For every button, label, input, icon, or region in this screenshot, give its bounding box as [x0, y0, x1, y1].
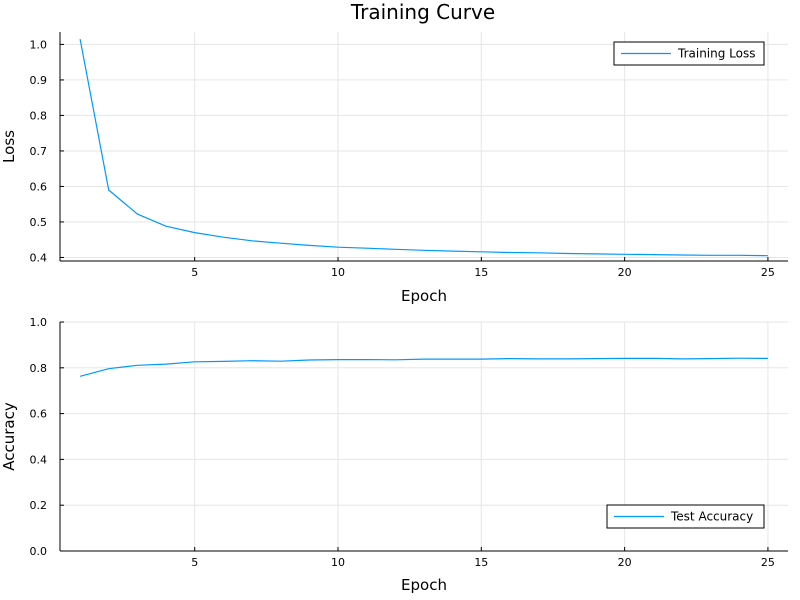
x-tick-label: 15 — [474, 266, 488, 279]
y-tick-label: 0.5 — [30, 216, 48, 229]
y-tick-label: 0.9 — [30, 74, 48, 87]
y-tick-label: 0.4 — [30, 453, 48, 466]
y-tick-label: 0.2 — [30, 499, 48, 512]
y-tick-label: 0.6 — [30, 408, 48, 421]
series-line-test-accuracy — [79, 357, 768, 377]
loss-plot: 5 10 15 20 25 0.4 0.5 0.6 0.7 0.8 0.9 1.0 Epoch Loss T… — [0, 32, 788, 305]
x-axis-label: Epoch — [401, 576, 447, 594]
x-tick-label: 5 — [191, 266, 198, 279]
legend: Test Accuracy — [606, 504, 765, 529]
legend-entry: Training Loss — [677, 47, 755, 61]
accuracy-plot: 5 10 15 20 25 0.0 0.2 0.4 0.6 0.8 1.0 Epoch Accuracy… — [0, 316, 788, 594]
y-tick-label: 0.4 — [30, 251, 48, 264]
y-tick-label: 1.0 — [30, 38, 48, 51]
x-axis-label: Epoch — [401, 287, 447, 305]
legend: Training Loss — [613, 41, 765, 66]
x-tick-label: 20 — [618, 266, 632, 279]
y-axis-label: Loss — [0, 130, 18, 163]
y-tick-label: 0.8 — [30, 109, 48, 122]
x-tick-label: 25 — [761, 266, 775, 279]
y-axis-label: Accuracy — [0, 402, 18, 471]
y-tick-label: 0.7 — [30, 145, 48, 158]
legend-entry: Test Accuracy — [670, 510, 753, 524]
x-tick-label: 20 — [618, 556, 632, 569]
legend-box — [613, 41, 765, 66]
y-tick-label: 0.6 — [30, 180, 48, 193]
legend-box — [606, 504, 765, 529]
x-tick-label: 10 — [331, 266, 345, 279]
y-tick-label: 0.0 — [30, 545, 48, 558]
x-tick-label: 25 — [761, 556, 775, 569]
x-tick-label: 10 — [331, 556, 345, 569]
y-tick-label: 0.8 — [30, 362, 48, 375]
chart-title: Training Curve — [350, 0, 495, 24]
x-tick-label: 5 — [191, 556, 198, 569]
x-tick-label: 15 — [474, 556, 488, 569]
y-tick-label: 1.0 — [30, 316, 48, 329]
series-line-training-loss — [79, 38, 768, 257]
